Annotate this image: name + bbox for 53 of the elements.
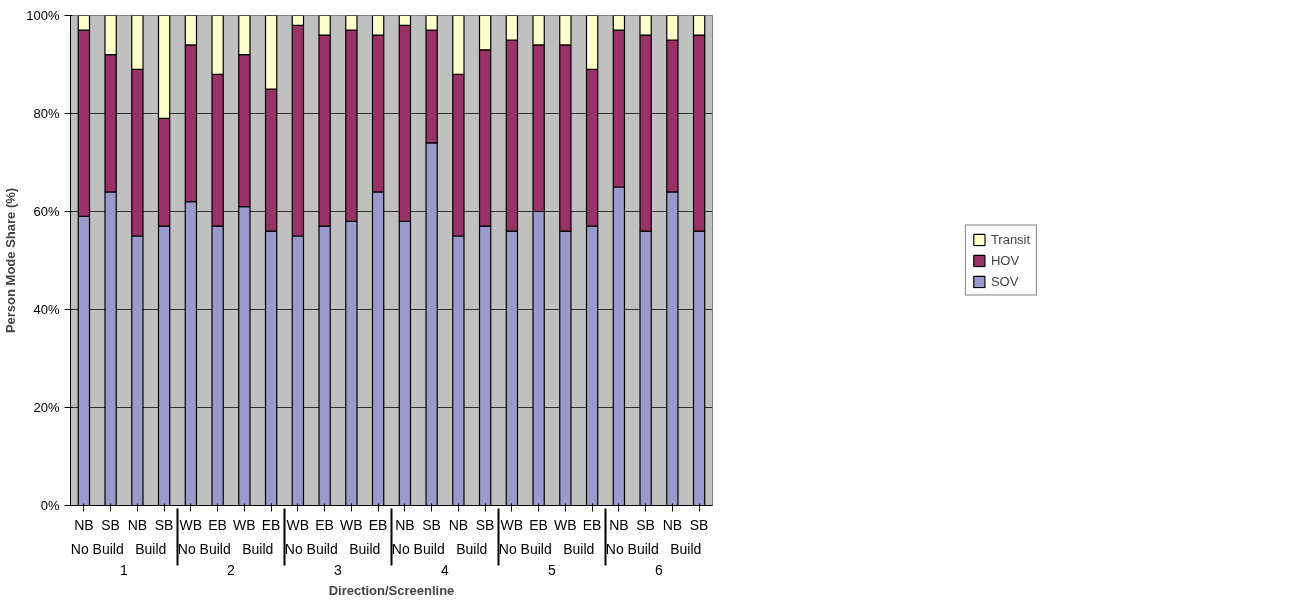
x-tick-label: WB [500,516,524,533]
y-tick-label: 60% [33,204,60,219]
x-tick-label: SB [101,516,120,533]
text: Build [349,540,381,557]
text: Build [670,540,702,557]
x-tick-label: NB [395,516,415,533]
text: 3 [334,561,343,578]
x-tick-label: EB [529,516,548,533]
x-tick-label: WB [340,516,363,533]
x-tick-label: EB [582,516,602,533]
x-tick-label: SB [636,516,655,533]
x-tick-label: WB [233,516,256,533]
y-tick-label: 40% [33,302,60,317]
x-tick-label: WB [179,516,203,533]
y-tick-label: 20% [33,400,60,415]
text: No Build [391,540,445,557]
x-tick-label: SB [475,516,495,533]
text: Build [456,540,488,557]
text: 2 [227,561,236,578]
x-tick-label: EB [261,516,281,533]
x-tick-label: NB [127,516,148,533]
text: 1 [120,561,129,578]
x-tick-label: NB [74,516,94,533]
y-tick-label: 100% [26,8,60,23]
x-tick-label: EB [208,516,227,533]
x-tick-label: SB [689,516,709,533]
x-tick-label: NB [609,516,629,533]
x-tick-label: SB [422,516,441,533]
x-tick-label: NB [448,516,469,533]
y-tick-label: 80% [33,106,60,121]
text: No Build [498,540,552,557]
text: No Build [605,540,659,557]
text: Build [563,540,595,557]
y-tick-label: 0% [40,498,60,513]
text: No Build [70,540,124,557]
text: 5 [548,561,557,578]
legend-label: SOV [990,273,1019,289]
text: Build [242,540,274,557]
x-tick-label: NB [662,516,683,533]
x-tick-label: EB [315,516,334,533]
x-tick-label: WB [554,516,577,533]
x-axis-title: Direction/Screenline [328,582,455,598]
legend-label: HOV [990,252,1020,268]
x-tick-label: SB [154,516,174,533]
legend-label: Transit [990,231,1031,247]
text: No Build [284,540,338,557]
x-tick-label: EB [368,516,388,533]
x-tick-label: WB [286,516,310,533]
y-axis-title: Person Mode Share (%) [3,187,19,334]
text: 4 [441,561,450,578]
text: Build [135,540,167,557]
text: 6 [655,561,664,578]
text: No Build [177,540,231,557]
